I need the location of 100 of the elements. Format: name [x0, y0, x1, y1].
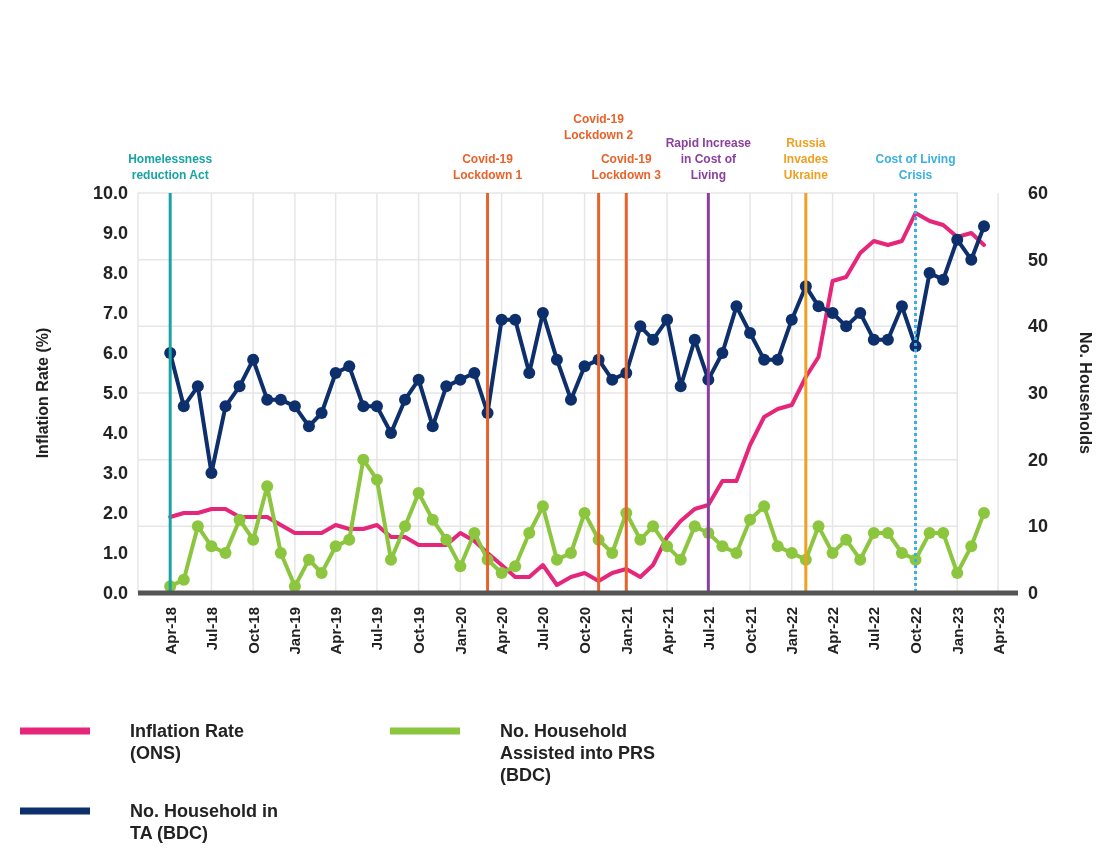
point — [606, 547, 619, 559]
point — [495, 567, 508, 579]
y-tick-label: 2.0 — [102, 503, 128, 523]
point — [881, 333, 894, 346]
point — [854, 553, 867, 566]
x-tick-label: Jul-20 — [534, 607, 552, 651]
point — [867, 527, 880, 539]
point — [812, 520, 825, 533]
y-tick-label: 9.0 — [102, 223, 128, 243]
point — [399, 393, 412, 406]
point — [288, 400, 301, 413]
x-tick-label: Jan-21 — [617, 607, 635, 655]
y2-tick-label: 40 — [1028, 316, 1049, 337]
point — [867, 333, 880, 346]
point — [771, 540, 784, 553]
point — [205, 540, 218, 553]
point — [730, 547, 743, 559]
point — [840, 320, 853, 333]
point — [688, 333, 701, 346]
point — [965, 540, 978, 553]
point — [495, 313, 508, 326]
point — [468, 367, 481, 379]
point — [674, 380, 687, 393]
point — [688, 520, 701, 533]
point — [509, 560, 522, 573]
x-tick-label: Apr-21 — [658, 607, 676, 655]
point — [634, 320, 647, 333]
ref-line-label: Homelessness reduction Act — [128, 152, 213, 182]
point — [343, 360, 356, 373]
point — [854, 307, 867, 319]
point — [606, 373, 619, 386]
point — [564, 547, 577, 559]
point — [523, 367, 536, 379]
point — [261, 393, 274, 406]
point — [744, 513, 757, 526]
point — [523, 527, 536, 539]
point — [274, 547, 287, 559]
y-tick-label: 7.0 — [102, 303, 128, 323]
x-tick-label: Jan-23 — [948, 607, 966, 655]
y2-tick-label: 50 — [1028, 249, 1049, 270]
x-tick-label: Jul-22 — [865, 607, 883, 651]
point — [454, 373, 467, 386]
x-tick-label: Jan-19 — [286, 607, 304, 655]
y-tick-label: 8.0 — [102, 263, 128, 283]
y2-tick-label: 30 — [1028, 383, 1049, 403]
point — [716, 347, 729, 359]
point — [384, 427, 397, 439]
x-tick-label: Apr-18 — [161, 607, 179, 655]
point — [965, 253, 978, 266]
point — [329, 367, 342, 379]
ref-line-label: Covid-19 Lockdown 3 — [591, 152, 662, 182]
point — [426, 513, 439, 526]
point — [440, 533, 453, 546]
point — [302, 420, 315, 433]
x-tick-label: Apr-19 — [327, 607, 345, 655]
legend-label: No. Household in TA (BDC) — [130, 801, 278, 843]
point — [978, 507, 990, 519]
line-series — [168, 211, 986, 587]
x-tick-label: Oct-20 — [576, 607, 594, 654]
x-tick-label: Jul-19 — [368, 607, 386, 651]
point — [840, 533, 853, 546]
point — [978, 220, 990, 233]
x-tick-label: Oct-19 — [410, 607, 428, 654]
ref-line-label: Cost of Living Crisis — [875, 152, 956, 182]
point — [399, 520, 412, 533]
x-tick-label: Oct-18 — [244, 607, 262, 654]
legend-label: Inflation Rate (ONS) — [130, 721, 245, 763]
point — [247, 533, 260, 546]
point — [634, 533, 647, 546]
y-tick-label: 10.0 — [92, 183, 128, 203]
point — [661, 313, 674, 326]
point — [261, 480, 274, 493]
y-tick-label: 4.0 — [102, 423, 128, 443]
y-tick-label: 5.0 — [102, 383, 128, 403]
point — [329, 540, 342, 553]
point — [951, 233, 964, 246]
point — [536, 307, 549, 319]
point — [578, 360, 591, 373]
point — [881, 527, 894, 539]
point — [923, 527, 936, 539]
point — [895, 547, 908, 559]
ref-line-label: Covid-19 Lockdown 1 — [452, 152, 523, 182]
y-tick-label: 1.0 — [102, 543, 128, 563]
x-tick-label: Jan-20 — [451, 607, 469, 655]
point — [826, 307, 839, 319]
point — [826, 547, 839, 559]
point — [923, 267, 936, 279]
point — [191, 520, 204, 533]
point — [177, 400, 190, 413]
point — [550, 553, 563, 566]
point — [440, 380, 453, 393]
x-tick-label: Apr-22 — [824, 607, 842, 655]
point — [674, 553, 687, 566]
point — [578, 507, 591, 519]
y2-axis-title: No. Households — [1077, 332, 1094, 454]
x-tick-label: Oct-22 — [907, 607, 925, 654]
point — [219, 547, 232, 559]
point — [302, 553, 315, 566]
point — [550, 353, 563, 366]
point — [205, 467, 218, 479]
